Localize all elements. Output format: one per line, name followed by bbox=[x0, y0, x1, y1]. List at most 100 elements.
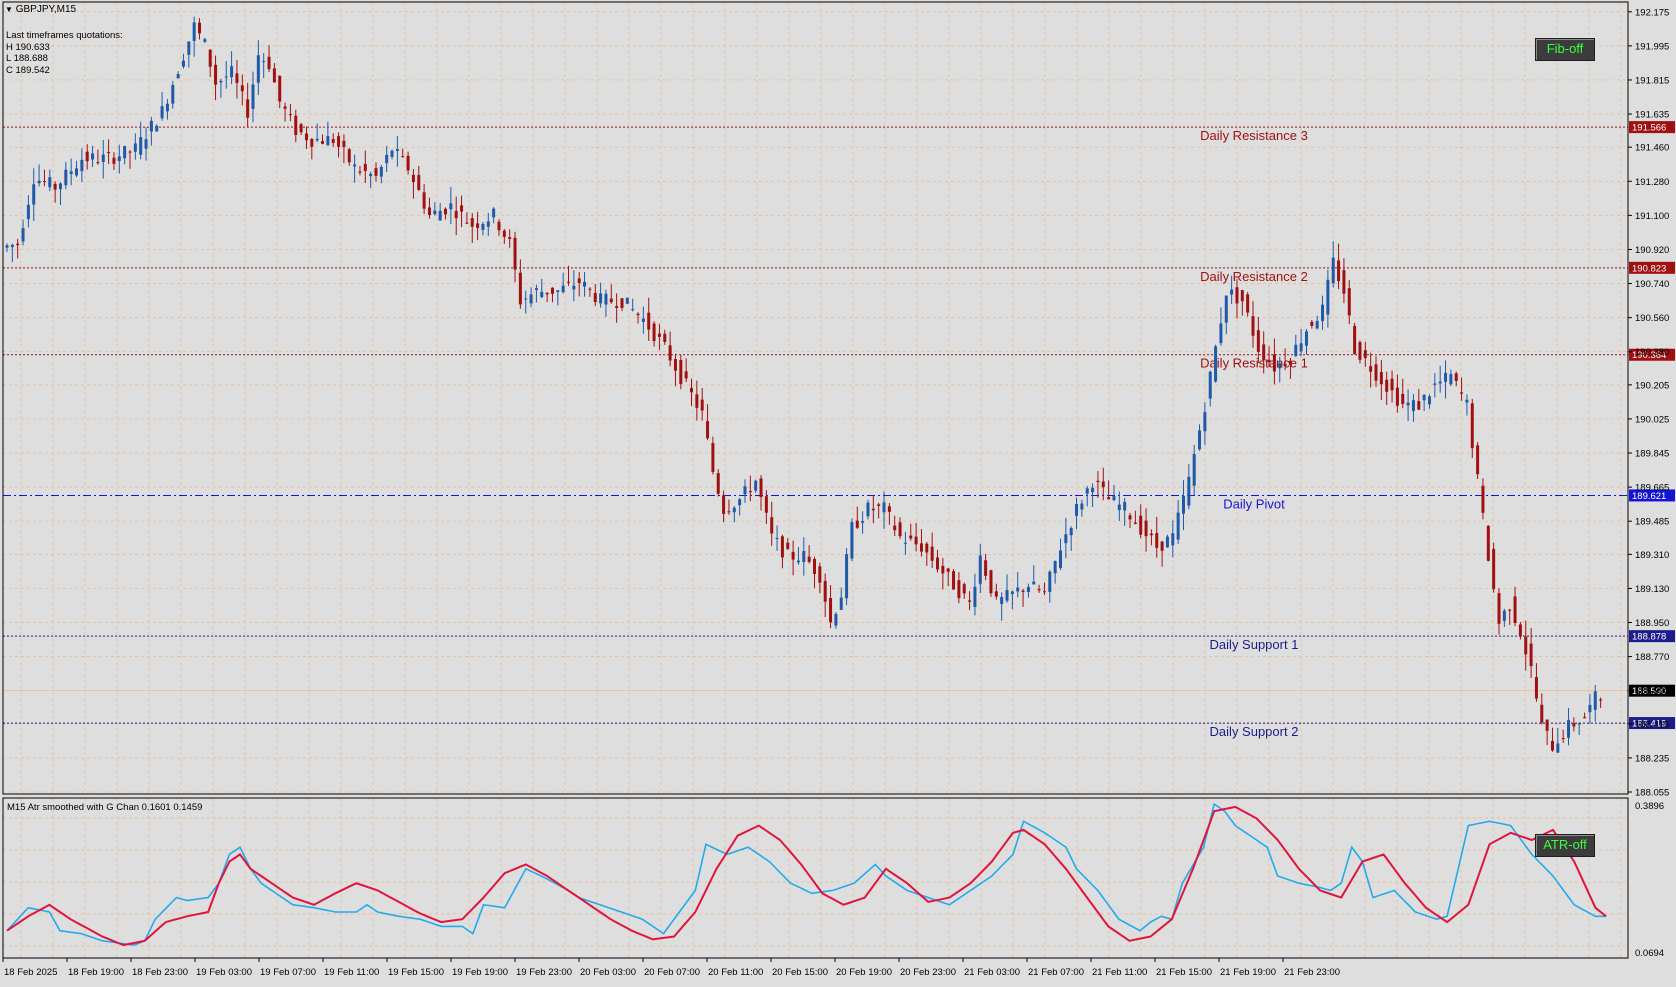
candle-body bbox=[679, 360, 683, 384]
candle bbox=[647, 297, 651, 341]
pivot-levels: Daily Resistance 3 191.566 Daily Resistanc… bbox=[3, 121, 1675, 739]
candle bbox=[887, 503, 891, 525]
candle bbox=[337, 132, 341, 158]
candle bbox=[427, 197, 431, 219]
candle bbox=[1315, 315, 1319, 330]
candle-body bbox=[887, 506, 891, 512]
candle bbox=[1198, 424, 1202, 451]
candle bbox=[1149, 529, 1153, 546]
candle-body bbox=[417, 175, 421, 190]
candle-body bbox=[347, 149, 351, 163]
candle bbox=[139, 121, 143, 160]
level-label: Daily Resistance 3 bbox=[1200, 128, 1308, 143]
candle bbox=[1299, 328, 1303, 357]
collapse-triangle-icon[interactable]: ▼ bbox=[5, 5, 13, 14]
candle bbox=[26, 195, 30, 228]
candle-body bbox=[802, 551, 806, 562]
candle bbox=[267, 45, 271, 72]
candle bbox=[1406, 389, 1410, 422]
candle bbox=[1176, 499, 1180, 545]
candle bbox=[1470, 398, 1474, 458]
candle bbox=[919, 529, 923, 557]
candle bbox=[722, 490, 726, 523]
candle-body bbox=[5, 245, 9, 248]
candle-body bbox=[283, 106, 287, 109]
candle-body bbox=[845, 554, 849, 599]
candle-body bbox=[748, 491, 752, 493]
candle bbox=[42, 169, 46, 187]
candle-body bbox=[165, 103, 169, 112]
candle-body bbox=[1363, 350, 1367, 359]
candle-body bbox=[620, 298, 624, 309]
candle bbox=[358, 165, 362, 176]
candle bbox=[1513, 586, 1517, 627]
candle bbox=[128, 150, 132, 169]
candle-body bbox=[401, 156, 405, 158]
candle bbox=[1187, 464, 1191, 510]
candle bbox=[181, 53, 185, 69]
time-tick-label: 20 Feb 11:00 bbox=[708, 967, 763, 978]
candle bbox=[882, 491, 886, 529]
candle bbox=[1454, 371, 1458, 387]
candle bbox=[930, 532, 934, 569]
candle-body bbox=[1508, 609, 1512, 611]
quotation-close: C 189.542 bbox=[6, 64, 50, 76]
candle-body bbox=[861, 521, 865, 523]
candle-body bbox=[411, 174, 415, 183]
candle-body bbox=[732, 507, 736, 513]
candle bbox=[1331, 241, 1335, 288]
price-tick-label: 190.560 bbox=[1635, 313, 1669, 324]
candle-body bbox=[615, 306, 619, 308]
candle bbox=[818, 562, 822, 594]
candle-body bbox=[1251, 316, 1255, 336]
candle bbox=[1545, 719, 1549, 745]
candle-body bbox=[288, 114, 292, 116]
candle bbox=[1096, 471, 1100, 498]
candle-body bbox=[1417, 401, 1421, 410]
candle bbox=[898, 517, 902, 539]
candle bbox=[69, 158, 73, 186]
candle bbox=[1224, 295, 1228, 335]
candle-body bbox=[738, 499, 742, 506]
candle-body bbox=[96, 162, 100, 164]
candle bbox=[577, 271, 581, 297]
candle-body bbox=[337, 136, 341, 147]
candle bbox=[657, 323, 661, 351]
atr-fast-line bbox=[6, 802, 1606, 946]
candle-body bbox=[770, 517, 774, 534]
candle bbox=[48, 169, 52, 192]
candle bbox=[1010, 590, 1014, 610]
candle bbox=[1422, 394, 1426, 412]
current-price-tag bbox=[1629, 684, 1675, 697]
candle-body bbox=[978, 555, 982, 584]
candle-body bbox=[181, 60, 185, 67]
candle-body bbox=[1155, 533, 1159, 548]
candle-body bbox=[1101, 481, 1105, 488]
candle bbox=[353, 154, 357, 183]
candle bbox=[1208, 370, 1212, 407]
candle bbox=[1321, 295, 1325, 330]
candle-body bbox=[631, 309, 635, 311]
candle-body bbox=[556, 290, 560, 292]
candle-body bbox=[198, 22, 202, 34]
candle bbox=[641, 306, 645, 334]
candle bbox=[593, 284, 597, 307]
current-price-tag-label: 188.590 bbox=[1632, 686, 1666, 697]
candle bbox=[1262, 331, 1266, 374]
time-tick-label: 19 Feb 03:00 bbox=[196, 967, 252, 978]
candle bbox=[1310, 319, 1314, 329]
atr-toggle-button[interactable]: ATR-off bbox=[1535, 834, 1595, 857]
grid-lines bbox=[3, 2, 1628, 958]
candle bbox=[909, 523, 913, 541]
candle bbox=[85, 144, 89, 170]
candle bbox=[1272, 338, 1276, 385]
candle-body bbox=[1310, 321, 1314, 326]
candle-body bbox=[588, 288, 592, 290]
candle-body bbox=[1107, 497, 1111, 500]
time-tick-label: 19 Feb 07:00 bbox=[260, 967, 316, 978]
candle bbox=[283, 102, 287, 122]
candle bbox=[941, 557, 945, 590]
fib-toggle-button[interactable]: Fib-off bbox=[1535, 38, 1595, 61]
